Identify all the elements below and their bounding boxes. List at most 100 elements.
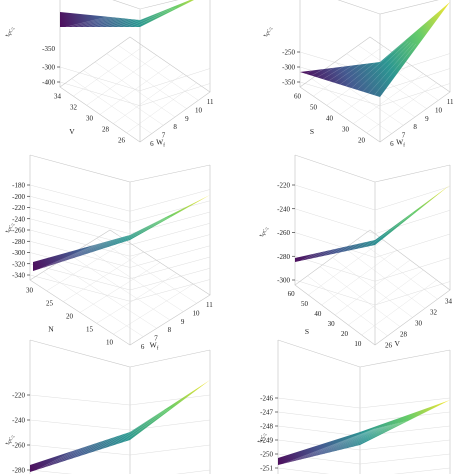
surface-mesh-line [342,421,402,450]
z-tick-label: -400 [42,79,55,87]
box-edge [129,349,211,368]
grid-line [393,467,451,474]
surface-mesh-line [111,7,166,28]
surface-mesh-line [44,419,136,468]
surface-mesh-line [39,228,134,269]
grid-line [113,283,194,335]
x-tick-label: 30 [415,320,423,328]
surface-mesh-line [307,425,386,459]
response-surface [33,195,210,271]
surface-mesh-line [283,428,376,464]
surface-mesh-line [312,217,389,259]
y-tick-label: 30 [328,320,336,328]
grid-line [129,444,211,456]
surface-mesh-line [74,223,150,258]
grid-line [361,279,437,336]
z-tick-label: -300 [282,64,295,72]
grid-line [374,281,451,306]
grid-line [294,232,376,258]
surface-mesh-line [116,217,168,245]
y-tick-label: 10 [106,339,114,347]
z-tick-label: -350 [42,45,55,53]
surface-mesh-line [295,427,381,461]
surface-mesh-line [354,420,407,447]
box-edge [139,0,179,10]
z-tick-label: -340 [12,272,25,280]
box-edge [374,164,451,183]
box-edge [277,339,361,368]
surface-mesh-line [37,420,133,470]
surface-mesh-line [289,427,378,463]
z-tick-label: -200 [12,193,25,201]
x-tick-label: 6 [390,140,394,148]
surface-mesh-line [301,426,384,460]
x-tick-label: 6 [150,140,154,148]
surface-mesh-line [339,38,401,85]
surface-mesh-line [374,43,417,96]
surface-mesh-line [58,417,142,464]
grid-line [29,229,131,257]
box-edge [359,349,451,368]
x-tick-label: 7 [162,132,166,140]
x-axis-label: Wf [396,138,405,149]
z-axis-label: tPC2 [255,432,267,444]
z-axis-label: tPC2 [261,26,273,38]
x-tick-label: 8 [413,123,417,131]
z-axis-label: tPC2 [257,226,269,238]
z-tick-label: -240 [12,215,25,223]
grid-line [379,83,451,106]
surface-mesh-line [300,218,383,261]
z-tick-label: -320 [12,260,25,268]
z-tick-label: -240 [277,205,290,213]
x-tick-label: 11 [207,98,214,106]
z-tick-label: -300 [42,64,55,72]
grid-line [348,269,424,326]
y-tick-label: 34 [54,93,62,101]
response-surface [30,380,210,472]
x-tick-label: 9 [425,115,429,123]
surface-mesh-line [101,410,162,450]
surface-mesh-line [346,214,404,252]
z-tick-label: -220 [12,204,25,212]
grid-line [29,263,131,291]
surface-mesh-line [109,218,165,247]
grid-line [29,207,131,234]
z-tick-label: -260 [12,442,25,450]
box-edge [112,0,141,10]
x-axis-label: Wf [156,138,165,149]
surface-mesh-line [108,409,165,448]
y-tick-label: 20 [358,137,366,145]
grid-line [29,252,131,279]
surface-mesh-line [340,215,401,253]
surface-plot-5: -220 -240 -260 -280 tPC2 [3,339,211,474]
z-tick-label: -280 [277,253,290,261]
grid-line [294,208,376,234]
surface-mesh-line [115,408,168,445]
grid-line [29,419,131,431]
z-tick-label: -250 [260,451,273,459]
surface-mesh-line [311,34,388,76]
surface-mesh-line [317,217,391,258]
response-surface [300,2,450,97]
x-tick-label: 10 [435,107,443,115]
surface-mesh-line [82,7,153,28]
grid-line [59,81,141,106]
surface-mesh-line [99,7,161,28]
surface-mesh-line [348,421,405,449]
surface-mesh-line [53,226,140,265]
y-axis-label: S [305,327,309,336]
grid-line [129,268,211,291]
x-tick-label: 9 [181,318,185,326]
z-tick-label: -280 [12,238,25,246]
surface-mesh-line [328,37,396,82]
surface-mesh-line [345,39,404,87]
surface-mesh-line [317,35,391,78]
grid-line [277,397,361,409]
x-tick-label: 6 [141,343,145,351]
surface-mesh-line [306,218,386,260]
surface-mesh-line [369,212,414,247]
grid-line [106,53,187,109]
surface-mesh-line [67,224,147,261]
grid-line [94,61,176,118]
z-tick-label: -300 [277,277,290,285]
